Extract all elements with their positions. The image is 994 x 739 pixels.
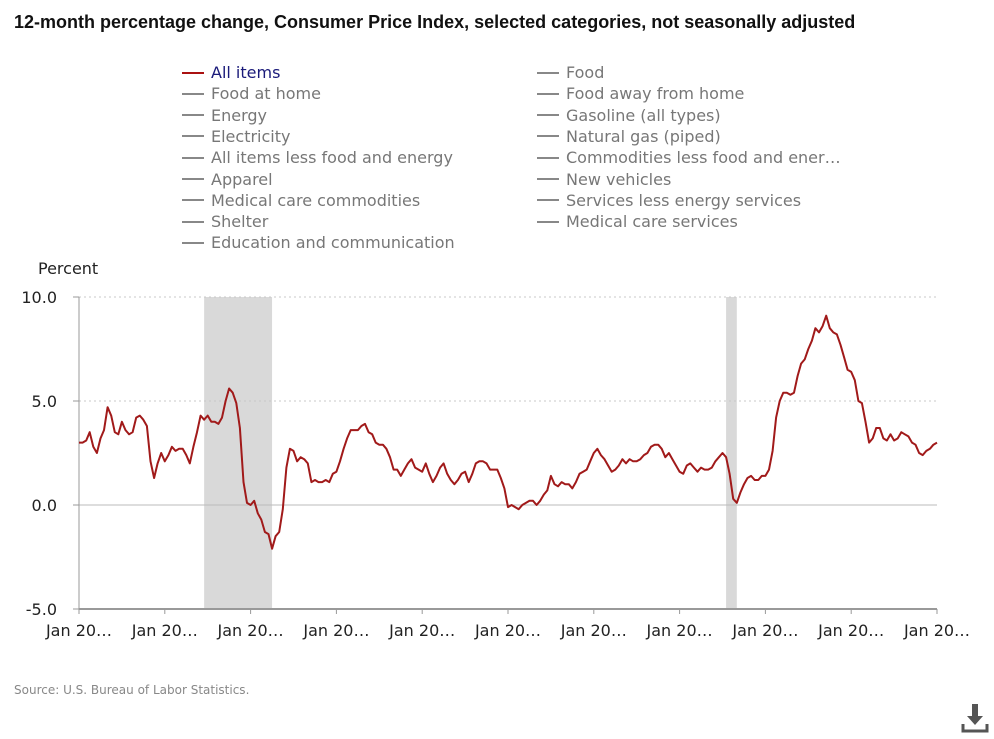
- legend-marker: [182, 92, 204, 95]
- legend-item[interactable]: Education and communication: [182, 232, 455, 253]
- x-tick-label: Jan 20…: [45, 621, 112, 640]
- x-tick-label: Jan 20…: [731, 621, 798, 640]
- x-tick-label: Jan 20…: [131, 621, 198, 640]
- series-line-all-items: [79, 314, 938, 550]
- legend-label: Food: [566, 63, 605, 82]
- legend-marker: [537, 220, 559, 223]
- legend-marker: [182, 135, 204, 138]
- x-tick-label: Jan 20…: [217, 621, 284, 640]
- y-tick-label: 0.0: [32, 496, 57, 515]
- x-tick-label: Jan 20…: [903, 621, 970, 640]
- legend-item[interactable]: New vehicles: [537, 169, 671, 190]
- legend-label: Education and communication: [211, 233, 455, 253]
- legend-item[interactable]: Energy: [182, 105, 267, 126]
- y-tick-label: 10.0: [21, 288, 57, 307]
- legend-label: Gasoline (all types): [566, 105, 721, 125]
- legend-label: Medical care services: [566, 212, 738, 232]
- download-icon[interactable]: [960, 700, 990, 734]
- recession-band: [726, 297, 737, 609]
- legend-marker: [182, 241, 204, 244]
- legend-label: Energy: [211, 105, 268, 125]
- legend-item[interactable]: Medical care commodities: [182, 190, 420, 211]
- y-tick-label: -5.0: [26, 600, 57, 619]
- legend-label: All items less food and energy: [211, 148, 453, 168]
- legend-label: All items: [211, 63, 281, 82]
- y-tick-label: 5.0: [32, 392, 57, 411]
- legend-item[interactable]: Apparel: [182, 169, 273, 190]
- source-note: Source: U.S. Bureau of Labor Statistics.: [14, 683, 250, 697]
- legend-item[interactable]: All items less food and energy: [182, 147, 453, 168]
- legend-label: Electricity: [211, 126, 291, 146]
- x-tick-label: Jan 20…: [646, 621, 713, 640]
- legend-label: Apparel: [211, 169, 273, 189]
- legend-item[interactable]: Services less energy services: [537, 190, 801, 211]
- legend-label: New vehicles: [566, 169, 672, 189]
- legend-item[interactable]: All items: [182, 62, 280, 83]
- legend-label: Services less energy services: [566, 190, 802, 210]
- legend-marker: [537, 92, 559, 95]
- legend-marker: [182, 220, 204, 223]
- legend-item[interactable]: Food away from home: [537, 83, 744, 104]
- legend-item[interactable]: Commodities less food and ener…: [537, 147, 841, 168]
- legend-item[interactable]: Food: [537, 62, 604, 83]
- legend-label: Food away from home: [566, 84, 745, 104]
- legend-item[interactable]: Food at home: [182, 83, 321, 104]
- legend-marker: [182, 156, 204, 159]
- legend-marker: [537, 178, 559, 180]
- legend-marker: [182, 114, 204, 117]
- x-tick-label: Jan 20…: [560, 621, 627, 640]
- legend-item[interactable]: Shelter: [182, 211, 268, 232]
- legend-label: Food at home: [211, 84, 321, 104]
- chart-plot: 10.0 5.0 0.0 -5.0 Jan 20… Jan 20… Jan 20… Jan 2…: [21, 288, 970, 640]
- legend-item[interactable]: Medical care services: [537, 211, 738, 232]
- legend-label: Commodities less food and ener…: [566, 148, 841, 168]
- legend-marker: [537, 156, 559, 159]
- legend-label: Medical care commodities: [211, 190, 421, 210]
- legend-item[interactable]: Natural gas (piped): [537, 126, 721, 147]
- y-axis-label: Percent: [38, 259, 99, 278]
- legend-marker: [182, 178, 204, 180]
- legend-label: Natural gas (piped): [566, 126, 721, 146]
- legend-marker: [537, 135, 559, 138]
- legend-marker: [182, 199, 204, 202]
- chart-title: 12-month percentage change, Consumer Pri…: [14, 12, 856, 32]
- legend-item[interactable]: Gasoline (all types): [537, 105, 721, 126]
- legend-marker: [537, 114, 559, 117]
- legend-marker: [537, 71, 559, 74]
- recession-band: [204, 297, 273, 609]
- legend-item[interactable]: Electricity: [182, 126, 290, 147]
- x-tick-label: Jan 20…: [302, 621, 369, 640]
- x-tick-label: Jan 20…: [817, 621, 884, 640]
- legend-marker: [182, 71, 204, 74]
- x-tick-label: Jan 20…: [388, 621, 455, 640]
- legend-label: Shelter: [211, 212, 269, 232]
- legend-marker: [537, 199, 559, 202]
- x-tick-label: Jan 20…: [474, 621, 541, 640]
